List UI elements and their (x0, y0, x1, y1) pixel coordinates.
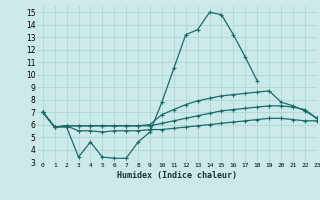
X-axis label: Humidex (Indice chaleur): Humidex (Indice chaleur) (117, 171, 237, 180)
